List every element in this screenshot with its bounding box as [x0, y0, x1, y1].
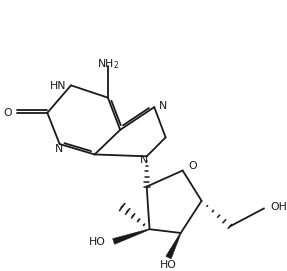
Text: HN: HN	[50, 81, 66, 91]
Polygon shape	[113, 229, 150, 244]
Text: NH$_2$: NH$_2$	[97, 58, 119, 72]
Text: OH: OH	[271, 202, 287, 212]
Text: O: O	[4, 108, 12, 118]
Text: HO: HO	[89, 237, 106, 247]
Text: O: O	[188, 161, 197, 171]
Text: N: N	[55, 144, 63, 154]
Text: N: N	[140, 155, 148, 165]
Text: HO: HO	[160, 260, 177, 270]
Text: N: N	[159, 101, 167, 111]
Polygon shape	[166, 233, 181, 259]
